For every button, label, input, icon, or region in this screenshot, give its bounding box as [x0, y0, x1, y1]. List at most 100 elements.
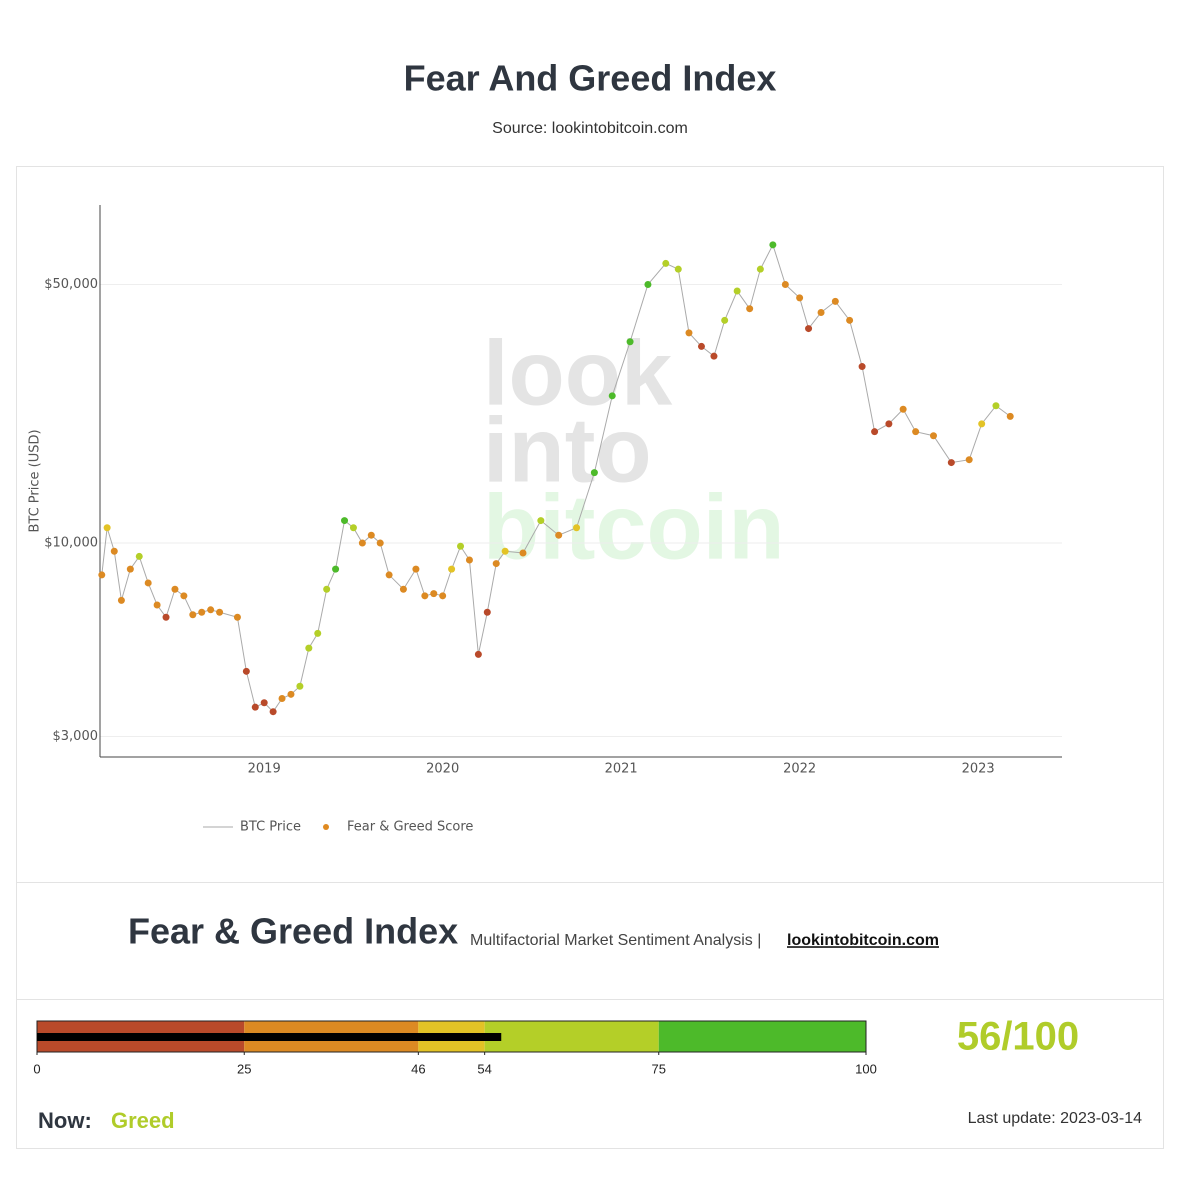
x-tick-label: 2021 — [605, 762, 638, 777]
score-dot — [314, 629, 322, 637]
score-dot — [733, 287, 741, 295]
score-dot — [756, 265, 764, 273]
score-dot — [885, 420, 893, 428]
watermark-word: look — [483, 322, 673, 424]
plot: $3,000 $10,000 $50,000 2019 2020 2021 2022 2023 — [44, 205, 1062, 777]
score-dot — [501, 547, 509, 555]
score-dot — [341, 517, 349, 525]
gauge-card — [16, 999, 1164, 1149]
score-dot — [929, 432, 937, 440]
gauge-tick-label: 75 — [652, 1061, 666, 1076]
score-dot — [448, 565, 456, 573]
score-dot — [171, 585, 179, 593]
score-dot — [162, 613, 170, 621]
score-dot — [871, 428, 879, 436]
score-dot — [1006, 412, 1014, 420]
gauge: 0 25 46 54 75 100 56/100 — [33, 1015, 1079, 1077]
gauge-band — [484, 1021, 659, 1052]
score-dot — [180, 592, 188, 600]
gauge-tick-label: 100 — [855, 1061, 877, 1076]
gauge-value-label: 56/100 — [957, 1015, 1079, 1059]
legend-label[interactable]: BTC Price — [240, 820, 301, 835]
score-dot — [287, 690, 295, 698]
watermark-word: bitcoin — [483, 476, 785, 578]
score-dot — [555, 531, 563, 539]
score-dot — [912, 428, 920, 436]
score-dot — [430, 590, 438, 598]
source-link[interactable]: lookintobitcoin.com — [787, 932, 939, 949]
score-dot — [103, 524, 111, 532]
score-dot — [899, 405, 907, 413]
now-label: Now: — [38, 1108, 92, 1133]
score-dot — [332, 565, 340, 573]
score-dot — [269, 708, 277, 716]
score-dot — [817, 308, 825, 316]
score-dot — [216, 608, 224, 616]
score-dot — [573, 524, 581, 532]
score-dot — [349, 524, 357, 532]
score-dot — [674, 265, 682, 273]
gauge-title: Fear & Greed Index — [128, 911, 458, 952]
score-dot — [947, 459, 955, 467]
score-dot — [710, 352, 718, 360]
score-dot — [376, 539, 384, 547]
gauge-tick-label: 25 — [237, 1061, 251, 1076]
score-dot — [98, 571, 106, 579]
score-dot — [421, 592, 429, 600]
x-tick-label: 2020 — [426, 762, 459, 777]
last-update: Last update: 2023-03-14 — [968, 1110, 1142, 1127]
score-dot — [697, 342, 705, 350]
score-dot — [126, 565, 134, 573]
score-dot — [296, 682, 304, 690]
score-dot — [781, 280, 789, 288]
score-dot — [519, 549, 527, 557]
score-dot — [278, 694, 286, 702]
watermark-word: into — [483, 399, 652, 501]
score-dot — [992, 402, 1000, 410]
legend: BTC Price Fear & Greed Score — [203, 820, 473, 835]
score-dot — [385, 571, 393, 579]
score-dot — [135, 552, 143, 560]
x-tick-label: 2022 — [783, 762, 816, 777]
watermark: lookintobitcoin — [483, 322, 785, 578]
score-dot — [492, 560, 500, 568]
score-dot — [769, 241, 777, 249]
score-dot — [483, 608, 491, 616]
score-dot — [537, 517, 545, 525]
score-dot — [685, 329, 693, 337]
y-tick-label: $3,000 — [53, 729, 99, 744]
score-dot — [323, 585, 331, 593]
score-dot — [831, 297, 839, 305]
score-dot — [251, 703, 259, 711]
score-dot — [233, 613, 241, 621]
gauge-tick-label: 0 — [33, 1061, 40, 1076]
score-dot — [721, 316, 729, 324]
score-dot — [858, 363, 866, 371]
score-dot — [608, 392, 616, 400]
score-dot — [412, 565, 420, 573]
score-dot — [144, 579, 152, 587]
score-dot — [305, 644, 313, 652]
score-dot — [399, 585, 407, 593]
score-dot — [457, 542, 465, 550]
y-axis-title: BTC Price (USD) — [28, 429, 43, 532]
gauge-value-bar — [37, 1033, 502, 1041]
score-dot — [965, 456, 973, 464]
page-subtitle: Source: lookintobitcoin.com — [492, 120, 688, 137]
gauge-subtitle: Multifactorial Market Sentiment Analysis… — [470, 932, 761, 949]
score-dot — [474, 650, 482, 658]
legend-label[interactable]: Fear & Greed Score — [347, 820, 473, 835]
score-dot — [746, 305, 754, 313]
score-dot — [207, 606, 215, 614]
gauge-tick-label: 46 — [411, 1061, 425, 1076]
score-dot — [242, 667, 250, 675]
score-dot — [189, 611, 197, 619]
y-tick-label: $50,000 — [44, 277, 98, 292]
score-dot — [153, 601, 161, 609]
y-tick-label: $10,000 — [44, 536, 98, 551]
legend-dot[interactable] — [323, 824, 329, 830]
score-dot — [644, 280, 652, 288]
score-dot — [358, 539, 366, 547]
